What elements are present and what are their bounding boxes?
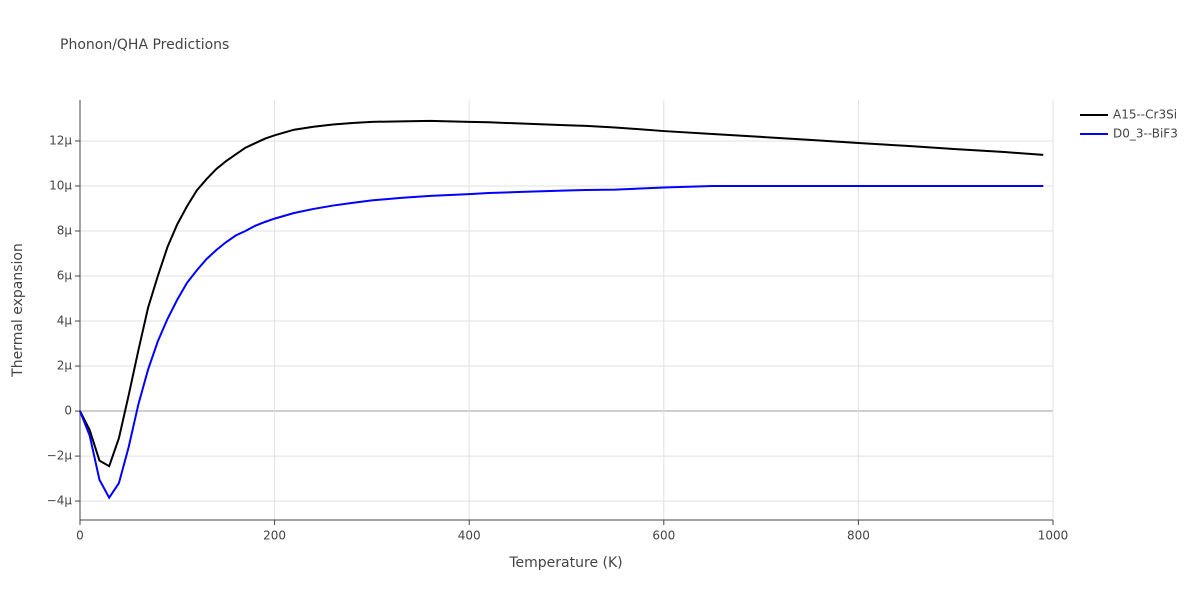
y-tick-label: 8μ: [57, 223, 73, 237]
y-tick-label: 10μ: [49, 178, 72, 192]
y-tick-label: −4μ: [47, 494, 73, 508]
y-tick-label: −2μ: [47, 449, 73, 463]
y-axis-title: Thermal expansion: [10, 243, 26, 378]
x-tick-label: 800: [847, 529, 870, 543]
y-tick-label: 4μ: [57, 314, 73, 328]
y-tick-label: 6μ: [57, 269, 73, 283]
x-tick-label: 400: [458, 529, 481, 543]
series-line: [79, 119, 1044, 468]
legend-label: D0_3--BiF3: [1113, 127, 1178, 141]
chart-title: Phonon/QHA Predictions: [60, 37, 229, 53]
y-tick-label: 12μ: [49, 133, 72, 147]
x-tick-label: 600: [652, 529, 675, 543]
y-tick-label: 2μ: [57, 359, 73, 373]
x-tick-label: 1000: [1038, 529, 1069, 543]
x-axis-title: Temperature (K): [508, 555, 622, 571]
x-tick-label: 0: [76, 529, 84, 543]
y-tick-label: 0: [64, 404, 72, 418]
series-line: [79, 184, 1044, 500]
x-tick-label: 200: [263, 529, 286, 543]
legend-label: A15--Cr3Si: [1113, 108, 1177, 122]
